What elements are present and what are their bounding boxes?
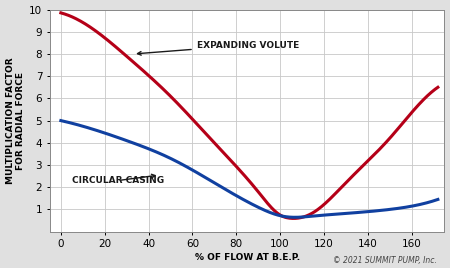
X-axis label: % OF FLOW AT B.E.P.: % OF FLOW AT B.E.P. [194, 254, 300, 262]
Text: CIRCULAR CASING: CIRCULAR CASING [72, 174, 164, 185]
Y-axis label: MULTIPLICATION FACTOR
FOR RADIAL FORCE: MULTIPLICATION FACTOR FOR RADIAL FORCE [5, 57, 25, 184]
Text: EXPANDING VOLUTE: EXPANDING VOLUTE [138, 40, 299, 55]
Text: © 2021 SUMMIT PUMP, Inc.: © 2021 SUMMIT PUMP, Inc. [333, 256, 436, 265]
